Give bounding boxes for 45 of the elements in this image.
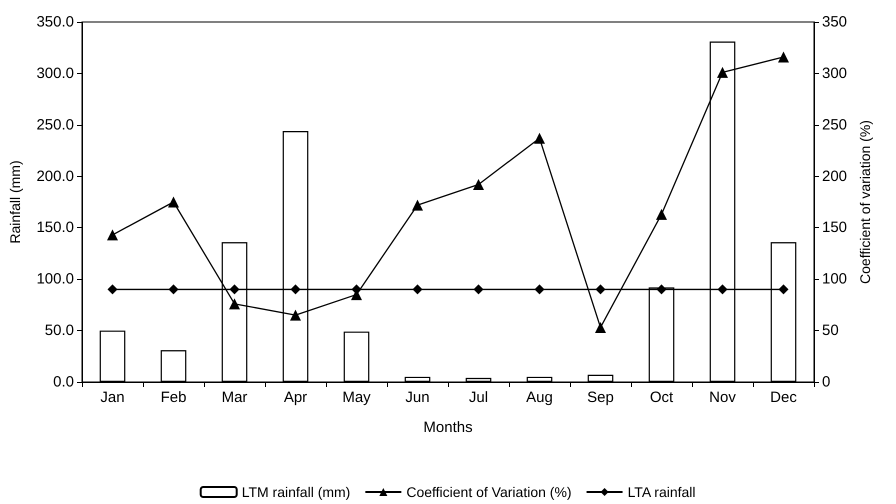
legend-label: LTA rainfall bbox=[628, 484, 696, 500]
point bbox=[778, 51, 789, 62]
x-tick-label: May bbox=[342, 389, 372, 406]
x-axis-title: Months bbox=[423, 419, 473, 436]
y-tick-label: 100.0 bbox=[36, 270, 74, 288]
legend-label: Coefficient of Variation (%) bbox=[406, 484, 572, 500]
point bbox=[656, 208, 667, 220]
point bbox=[107, 229, 118, 240]
y2-tick-label: 300 bbox=[822, 64, 848, 82]
y-tick-label: 350.0 bbox=[36, 14, 74, 30]
x-tick-label: Oct bbox=[650, 389, 674, 406]
x-tick-label: Mar bbox=[222, 389, 248, 406]
x-tick-label: Jan bbox=[100, 389, 125, 406]
x-tick-label: Sep bbox=[587, 389, 614, 406]
point bbox=[168, 196, 179, 208]
point bbox=[595, 322, 606, 333]
x-tick-label: Jun bbox=[405, 389, 430, 406]
y2-tick-label: 150 bbox=[822, 219, 848, 236]
y-tick-label: 150.0 bbox=[36, 219, 74, 236]
y-tick-label: 50.0 bbox=[44, 322, 74, 340]
point bbox=[412, 200, 423, 211]
point bbox=[534, 132, 545, 144]
y2-tick-label: 50 bbox=[822, 322, 839, 340]
y2-tick-label: 0 bbox=[822, 374, 830, 390]
y-tick-label: 0.0 bbox=[53, 374, 74, 390]
y-tick-label: 250.0 bbox=[36, 116, 74, 134]
point bbox=[473, 179, 484, 190]
x-tick-label: Feb bbox=[160, 389, 186, 406]
y2-tick-label: 200 bbox=[822, 168, 848, 185]
y2-tick-label: 250 bbox=[822, 116, 848, 134]
y-tick-label: 300.0 bbox=[36, 64, 74, 82]
y-tick-label: 200.0 bbox=[36, 168, 74, 185]
point bbox=[229, 298, 240, 310]
x-tick-label: Dec bbox=[770, 389, 798, 406]
x-tick-label: Aug bbox=[526, 389, 553, 406]
y2-tick-label: 100 bbox=[822, 270, 848, 288]
y-axis-title: Rainfall (mm) bbox=[7, 160, 23, 244]
legend-label: LTM rainfall (mm) bbox=[242, 484, 350, 500]
y2-axis-title: Coefficient of variation (%) bbox=[856, 120, 873, 284]
point bbox=[290, 310, 301, 321]
point bbox=[717, 66, 728, 78]
y2-tick-label: 350 bbox=[822, 14, 848, 30]
x-tick-label: Nov bbox=[709, 389, 736, 406]
x-tick-label: Jul bbox=[468, 389, 488, 406]
x-tick-label: Apr bbox=[284, 389, 308, 406]
